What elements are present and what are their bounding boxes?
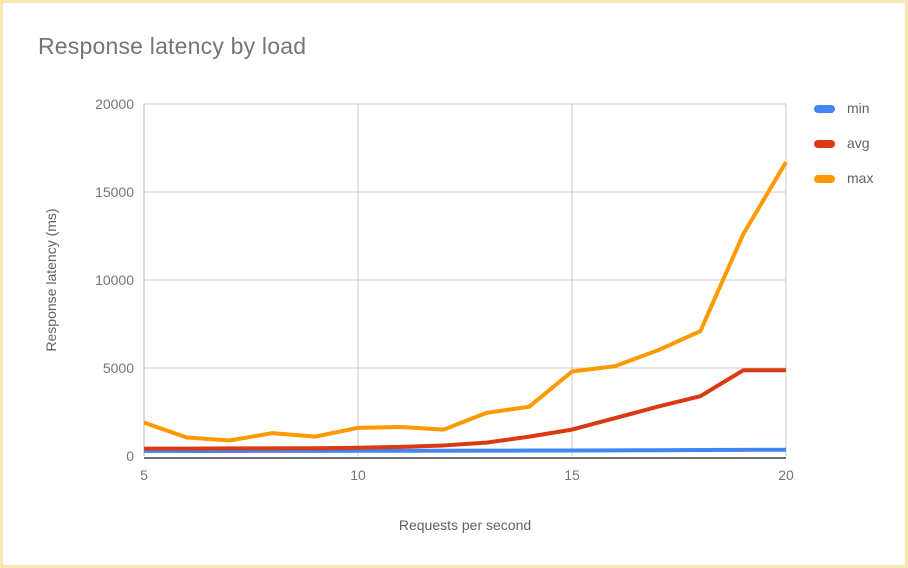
y-tick-label: 0 [126,448,134,464]
legend-item-avg[interactable]: avg [814,133,873,154]
chart-title: Response latency by load [38,33,307,59]
y-tick-label: 5000 [103,360,134,376]
legend-label: max [847,170,874,186]
y-axis-title: Response latency (ms) [43,208,59,352]
x-axis-title: Requests per second [398,517,532,533]
series-line-max [143,161,788,443]
y-tick-label: 15000 [95,184,134,200]
legend-item-max[interactable]: max [814,168,873,189]
series-line-min [143,447,787,453]
legend-label: min [847,100,870,116]
legend-item-min[interactable]: min [814,98,873,119]
legend-swatch-avg [814,139,835,148]
x-tick-label: 10 [350,467,366,483]
legend-swatch-min [814,104,835,113]
x-tick-label: 15 [564,467,580,483]
chart-plot-area[interactable]: 0 5000 10000 15000 20000 5 10 15 20 [3,3,908,568]
chart-legend: min avg max [814,98,873,203]
series-line-avg [144,368,786,451]
x-tick-label: 20 [778,467,794,483]
legend-label: avg [847,135,870,151]
y-tick-label: 20000 [95,96,134,112]
x-tick-label: 5 [140,467,148,483]
legend-swatch-max [814,174,835,183]
y-tick-label: 10000 [95,272,134,288]
